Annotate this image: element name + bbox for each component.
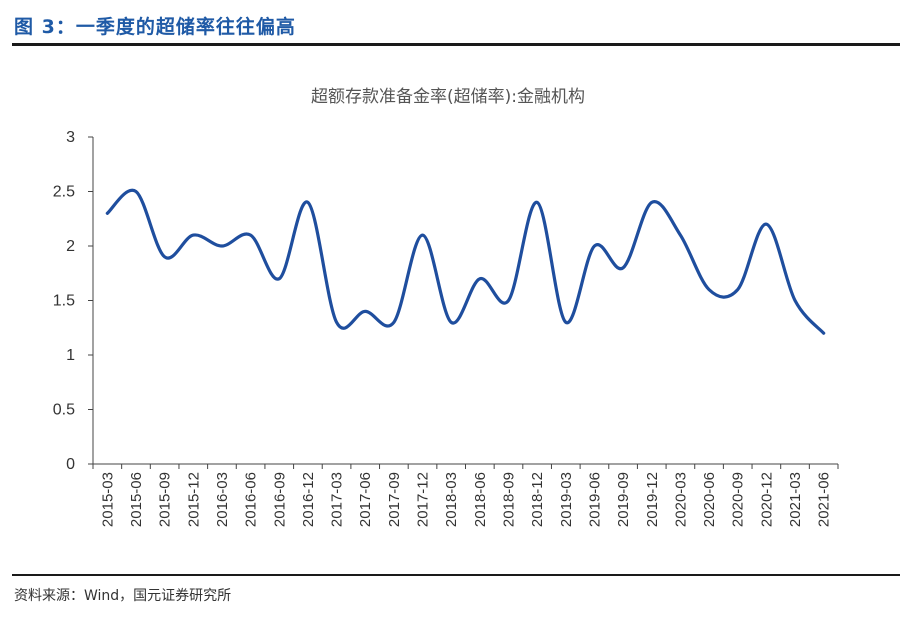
y-tick-label: 1 [66, 347, 75, 364]
x-tick-label: 2018-03 [443, 472, 460, 527]
x-tick-label: 2016-12 [300, 472, 317, 527]
x-tick-label: 2017-06 [357, 472, 374, 527]
x-tick-label: 2016-03 [214, 472, 231, 527]
x-tick-label: 2021-06 [816, 472, 833, 527]
x-tick-label: 2017-03 [329, 472, 346, 527]
bottom-rule [12, 574, 900, 576]
figure-title: 图 3：一季度的超储率往往偏高 [14, 16, 296, 38]
series-line [105, 188, 826, 335]
x-tick-label: 2016-06 [243, 472, 260, 527]
x-tick-label: 2019-03 [558, 472, 575, 527]
x-tick-label: 2020-06 [701, 472, 718, 527]
y-tick-labels: 0 0.5 1 1.5 2 2.5 3 [53, 129, 75, 473]
chart-title: 超额存款准备金率(超储率):金融机构 [311, 87, 585, 107]
x-tick-label: 2020-12 [758, 472, 775, 527]
x-tick-label: 2015-12 [185, 472, 202, 527]
top-rule [12, 43, 900, 46]
y-tick-label: 0 [66, 456, 75, 473]
source-note: 资料来源：Wind，国元证券研究所 [14, 588, 232, 604]
x-tick-label: 2020-03 [672, 472, 689, 527]
chart-axes [88, 136, 839, 469]
x-tick-label: 2019-06 [586, 472, 603, 527]
x-tick-label: 2015-09 [157, 472, 174, 527]
y-tick-label: 2.5 [53, 184, 75, 201]
y-tick-label: 3 [66, 129, 75, 146]
y-tick-label: 1.5 [53, 293, 75, 310]
x-tick-labels: 2015-03 2015-06 2015-09 2015-12 2016-03 2016-… [99, 472, 832, 527]
x-tick-label: 2020-09 [730, 472, 747, 527]
x-tick-label: 2018-12 [529, 472, 546, 527]
x-tick-label: 2021-03 [787, 472, 804, 527]
x-tick-label: 2015-06 [128, 472, 145, 527]
y-tick-label: 2 [66, 238, 75, 255]
x-tick-label: 2019-12 [644, 472, 661, 527]
x-tick-label: 2017-09 [386, 472, 403, 527]
y-tick-label: 0.5 [53, 402, 75, 419]
x-tick-label: 2018-09 [500, 472, 517, 527]
x-tick-label: 2015-03 [99, 472, 116, 527]
x-tick-label: 2017-12 [415, 472, 432, 527]
x-tick-label: 2018-06 [472, 472, 489, 527]
x-tick-label: 2016-09 [271, 472, 288, 527]
x-tick-label: 2019-09 [615, 472, 632, 527]
